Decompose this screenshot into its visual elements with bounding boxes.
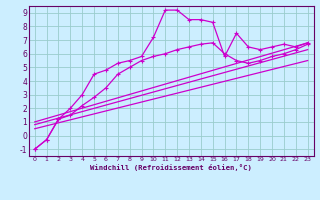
X-axis label: Windchill (Refroidissement éolien,°C): Windchill (Refroidissement éolien,°C) bbox=[90, 164, 252, 171]
